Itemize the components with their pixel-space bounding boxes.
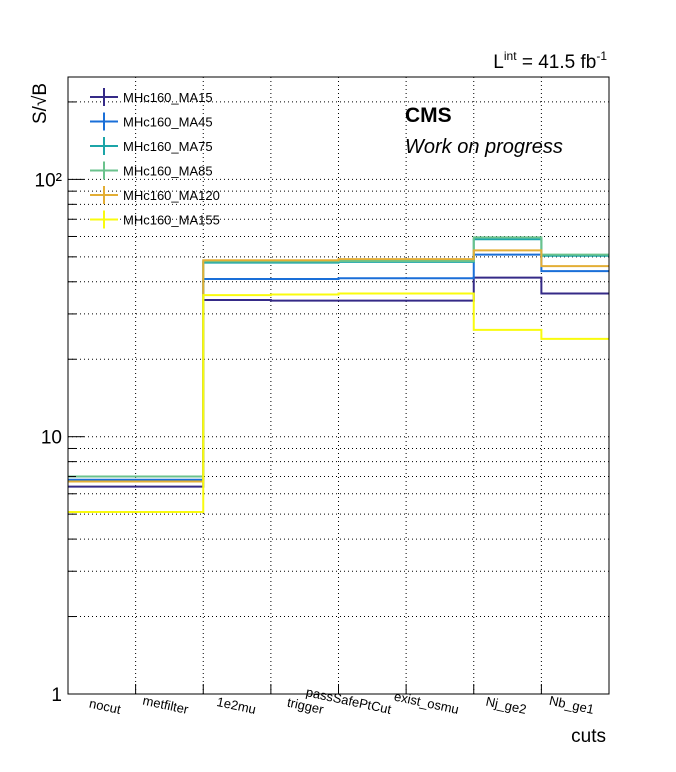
cms-sublabel: Work on progress: [405, 136, 563, 158]
legend-label: MHc160_MA155: [123, 213, 220, 228]
legend-label: MHc160_MA15: [123, 90, 213, 105]
series-layer: [68, 236, 609, 513]
x-tick-label: nocut: [88, 696, 123, 717]
legend: MHc160_MA15 MHc160_MA45 MHc160_MA75 MHc160_…: [90, 88, 220, 229]
legend-label: MHc160_MA45: [123, 115, 213, 130]
lumi-label: Lint = 41.5 fb-1: [493, 49, 607, 73]
legend-label: MHc160_MA75: [123, 139, 213, 154]
legend-label: MHc160_MA120: [123, 188, 220, 203]
series-line: [68, 292, 609, 513]
x-axis-title: cuts: [571, 726, 606, 747]
y-axis-title: S/√B: [30, 83, 51, 124]
y-tick-label: 10²: [35, 170, 62, 191]
y-tick-label: 10: [41, 428, 62, 449]
legend-label: MHc160_MA85: [123, 164, 213, 179]
cms-label: CMS: [405, 104, 452, 127]
y-tick-label: 1: [51, 685, 62, 706]
